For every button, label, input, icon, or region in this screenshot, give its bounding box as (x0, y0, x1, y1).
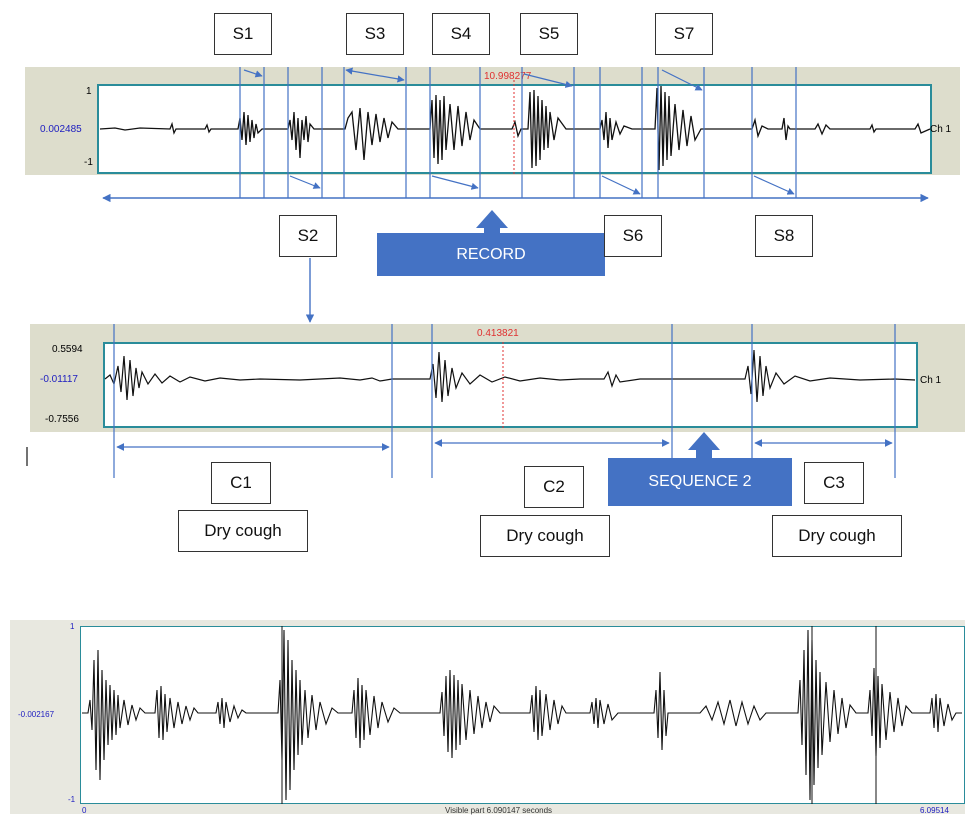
record-y-top: 1 (86, 86, 92, 97)
sequence-up-arrow (688, 432, 720, 458)
segment-s3-label: S3 (346, 13, 404, 55)
sequence-tag: SEQUENCE 2 (608, 458, 792, 506)
record-up-arrow (476, 210, 508, 234)
segment-s8-label: S8 (755, 215, 813, 257)
sequence-y-top: 0.5594 (52, 344, 83, 355)
record-tag: RECORD (377, 233, 605, 276)
sequence-plot (103, 342, 918, 428)
cough-c3-id: C3 (804, 462, 864, 504)
bottom-caption: Visible part 6.090147 seconds (445, 806, 553, 815)
bottom-x-start: 0 (82, 806, 87, 815)
sequence-y-bot: -0.7556 (45, 414, 79, 425)
cough-c3-type: Dry cough (772, 515, 902, 557)
segment-s1-label: S1 (214, 13, 272, 55)
segment-s7-label: S7 (655, 13, 713, 55)
record-y-bot: -1 (84, 157, 93, 168)
sequence-cursor-value: 0.413821 (477, 328, 519, 339)
bottom-y-bot: -1 (68, 795, 76, 804)
segment-s2-label: S2 (279, 215, 337, 257)
segment-s6-label: S6 (604, 215, 662, 257)
record-channel: Ch 1 (930, 124, 952, 135)
record-overlay (99, 67, 931, 323)
cough-c1-type: Dry cough (178, 510, 308, 552)
cough-c2-id: C2 (524, 466, 584, 508)
segment-s5-label: S5 (520, 13, 578, 55)
bottom-y-top: 1 (70, 622, 75, 631)
segment-s4-label: S4 (432, 13, 490, 55)
sequence-channel: Ch 1 (920, 375, 942, 386)
cough-c1-id: C1 (211, 462, 271, 504)
sequence-overlay (26, 324, 916, 478)
sequence-y-mid: -0.01117 (40, 374, 78, 385)
record-waveform (99, 85, 931, 171)
record-y-mid: 0.002485 (40, 124, 82, 135)
sequence-waveform (104, 349, 916, 403)
record-cursor-value: 10.998277 (484, 71, 532, 82)
bottom-waveform (82, 629, 962, 801)
cough-c2-type: Dry cough (480, 515, 610, 557)
bottom-x-end: 6.09514 (920, 806, 949, 815)
bottom-y-mid: -0.002167 (18, 710, 55, 719)
